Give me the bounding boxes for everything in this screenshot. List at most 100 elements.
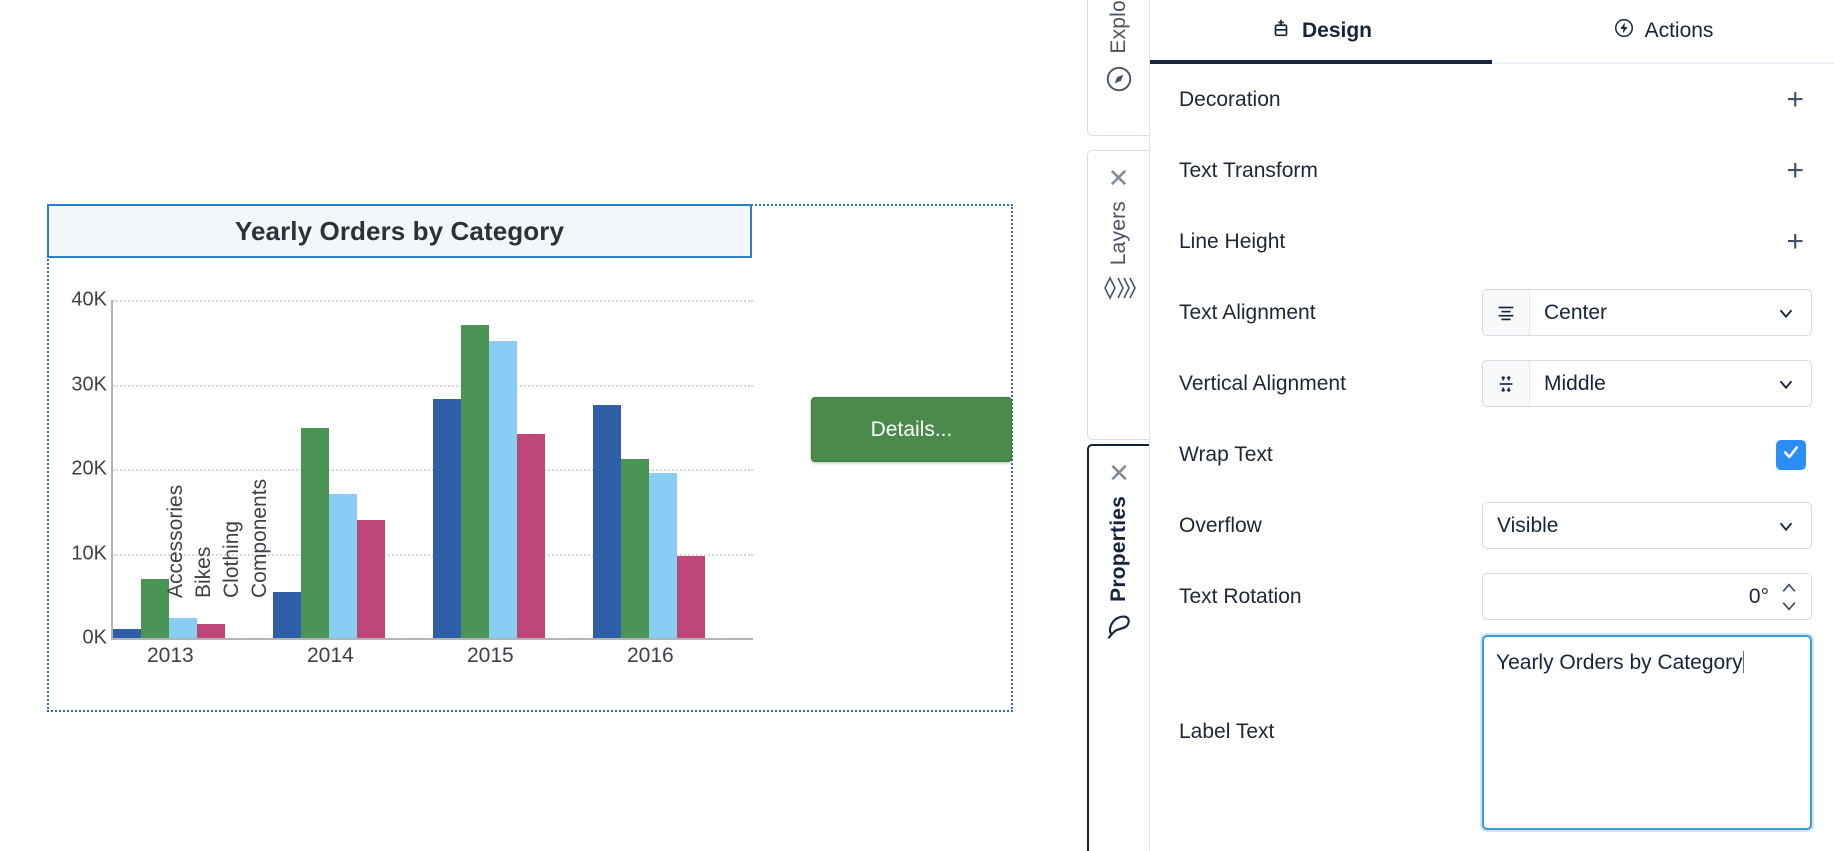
chevron-down-icon[interactable] xyxy=(1775,302,1811,324)
bar[interactable] xyxy=(141,578,169,638)
details-button-label: Details... xyxy=(870,417,953,441)
x-axis-tick-labels: 2013 2014 2015 2016 xyxy=(113,644,753,668)
bar[interactable] xyxy=(113,628,141,638)
chevron-down-icon[interactable] xyxy=(1779,599,1799,613)
x-axis-tick-label: 2013 xyxy=(147,644,194,667)
bar[interactable] xyxy=(461,325,489,638)
property-label-text-transform: Text Transform xyxy=(1179,158,1318,182)
add-line-height-button[interactable]: + xyxy=(1786,224,1804,258)
property-control-text-transform: + xyxy=(1464,153,1812,187)
label-text-input[interactable]: Yearly Orders by Category xyxy=(1482,634,1812,830)
bar[interactable] xyxy=(197,623,225,638)
align-center-icon xyxy=(1483,290,1530,335)
vertical-alignment-select-value: Middle xyxy=(1544,371,1606,395)
align-middle-icon xyxy=(1483,361,1530,406)
legend-item: Accessories xyxy=(160,438,188,598)
property-control-label-text: Yearly Orders by Category xyxy=(1464,634,1812,830)
property-rows: Decoration + Text Transform + Line Height + Te… xyxy=(1150,64,1834,832)
vertical-alignment-select[interactable]: Middle xyxy=(1482,360,1812,407)
chart-plot-area: 0K 10K 20K 30K 40K 2013 2014 2015 2016 xyxy=(47,289,753,668)
details-button[interactable]: Details... xyxy=(811,397,1012,462)
property-label-wrap-text: Wrap Text xyxy=(1179,442,1273,466)
legend-item-label: Bikes xyxy=(192,546,215,598)
overflow-select-value: Visible xyxy=(1497,513,1559,537)
vertical-tab-layers[interactable]: ✕ Layers xyxy=(1087,150,1149,440)
property-control-text-rotation: 0° xyxy=(1464,573,1812,620)
vertical-tab-properties[interactable]: ✕ Properties xyxy=(1087,444,1149,851)
property-row-wrap-text: Wrap Text xyxy=(1150,419,1834,490)
vertical-tab-explore-label: Explore xyxy=(1106,0,1130,54)
property-label-decoration: Decoration xyxy=(1179,87,1281,111)
property-label-text-rotation: Text Rotation xyxy=(1179,584,1302,608)
legend-item-label: Clothing xyxy=(220,520,243,598)
y-axis-tick-labels: 0K 10K 20K 30K 40K xyxy=(47,289,107,649)
vertical-tab-properties-label: Properties xyxy=(1107,496,1130,602)
property-label-text-alignment: Text Alignment xyxy=(1179,300,1316,324)
panel-tab-bar: Design Actions xyxy=(1150,0,1834,64)
bar-group xyxy=(593,300,753,638)
chart-title-element[interactable]: Yearly Orders by Category xyxy=(47,204,752,258)
legend-item-label: Accessories xyxy=(164,484,187,598)
text-alignment-select[interactable]: Center xyxy=(1482,289,1812,336)
tab-actions-label: Actions xyxy=(1644,19,1714,42)
property-label-label-text: Label Text xyxy=(1179,720,1275,743)
spinner-arrows xyxy=(1779,581,1811,613)
close-icon[interactable]: ✕ xyxy=(1108,458,1130,488)
tab-actions[interactable]: Actions xyxy=(1492,0,1834,62)
y-axis-line xyxy=(111,300,113,638)
close-icon[interactable]: ✕ xyxy=(1107,163,1130,193)
vertical-tab-rail: Explore ✕ Layers ✕ Prope xyxy=(1087,0,1149,851)
chevron-down-icon[interactable] xyxy=(1775,515,1811,537)
bar[interactable] xyxy=(433,398,461,638)
series-legend: Accessories Bikes Clothing Components xyxy=(160,438,272,598)
design-canvas: Yearly Orders by Category 0K 10K 20K 30K 40K… xyxy=(47,204,1013,712)
property-row-text-alignment: Text Alignment Center xyxy=(1150,277,1834,348)
actions-icon xyxy=(1613,17,1635,45)
add-text-transform-button[interactable]: + xyxy=(1786,153,1804,187)
property-control-wrap-text xyxy=(1464,439,1812,470)
bar[interactable] xyxy=(517,433,545,638)
bar[interactable] xyxy=(329,493,357,638)
bar-group xyxy=(273,300,433,638)
bar-groups xyxy=(113,300,753,638)
chart-title-label: Yearly Orders by Category xyxy=(234,215,565,246)
wrap-text-checkbox[interactable] xyxy=(1776,439,1806,470)
bar[interactable] xyxy=(621,458,649,638)
text-rotation-value: 0° xyxy=(1748,584,1769,608)
tab-design[interactable]: Design xyxy=(1150,0,1492,62)
properties-panel: Design Actions Decoration + Text Transform… xyxy=(1149,0,1834,851)
property-row-line-height: Line Height + xyxy=(1150,206,1834,277)
bar[interactable] xyxy=(301,428,329,638)
bar[interactable] xyxy=(677,556,705,638)
text-rotation-spinner[interactable]: 0° xyxy=(1482,573,1812,620)
text-cursor xyxy=(1742,650,1744,673)
bar[interactable] xyxy=(489,340,517,638)
property-label-line-height: Line Height xyxy=(1179,229,1286,253)
vertical-tab-explore[interactable]: Explore xyxy=(1087,0,1149,136)
chevron-up-icon[interactable] xyxy=(1779,581,1799,595)
legend-item-label: Components xyxy=(248,478,271,598)
property-row-text-rotation: Text Rotation 0° xyxy=(1150,561,1834,632)
property-control-decoration: + xyxy=(1464,82,1812,116)
label-text-value: Yearly Orders by Category xyxy=(1496,650,1743,674)
y-axis-tick-label: 20K xyxy=(71,457,107,480)
overflow-select[interactable]: Visible xyxy=(1482,502,1812,549)
add-decoration-button[interactable]: + xyxy=(1786,82,1804,116)
property-label-vertical-alignment: Vertical Alignment xyxy=(1179,371,1346,395)
property-control-line-height: + xyxy=(1464,224,1812,258)
bar[interactable] xyxy=(169,617,197,638)
legend-item: Bikes xyxy=(188,438,216,598)
bar-group xyxy=(113,300,273,638)
bar[interactable] xyxy=(357,519,385,638)
bar[interactable] xyxy=(593,404,621,638)
bar[interactable] xyxy=(649,473,677,638)
chevron-down-icon[interactable] xyxy=(1775,373,1811,395)
property-row-decoration: Decoration + xyxy=(1150,64,1834,135)
bar[interactable] xyxy=(273,591,301,638)
x-axis-tick-label: 2016 xyxy=(627,644,674,667)
tab-design-label: Design xyxy=(1301,19,1372,42)
check-icon xyxy=(1781,442,1801,467)
gridline xyxy=(113,300,753,302)
property-row-vertical-alignment: Vertical Alignment Middle xyxy=(1150,348,1834,419)
